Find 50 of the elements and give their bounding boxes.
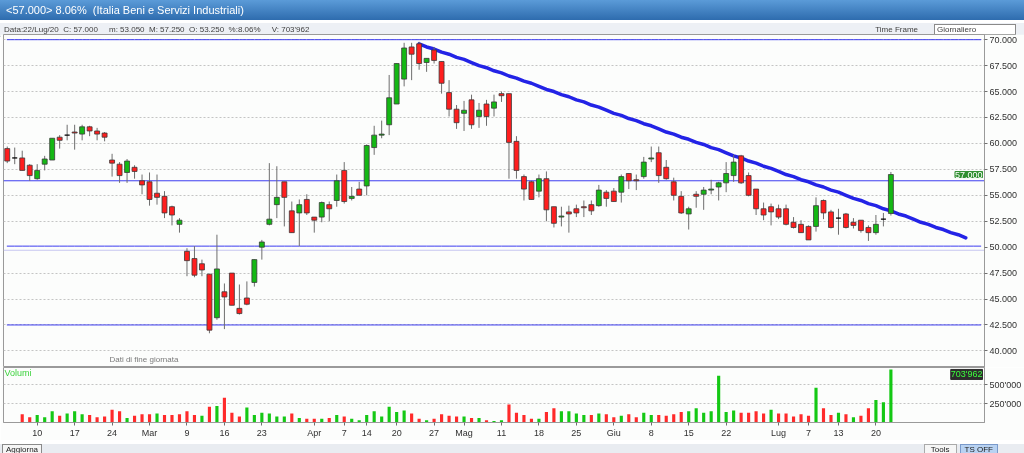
x-tick-label: 9 [184, 427, 190, 438]
chart-subtitle: Data:22/Lug/20 C: 57.000 m: 53.050 M: 57.250 O: 53.250 %:8.06% V: 703'962 [4, 24, 310, 36]
text: Tools [923, 444, 957, 453]
y-tick-label: 52.500 [989, 216, 1018, 227]
x-tick-label: 22 [721, 427, 732, 438]
y-tick-label: 65.000 [989, 86, 1018, 97]
x-tick-label: 7 [341, 427, 347, 438]
chart-title: <57.000> 8.06% (Italia Beni e Servizi Industriali) [0, 0, 1024, 20]
y-tick-label: 60.000 [989, 138, 1018, 149]
x-tick-label: 20 [391, 427, 402, 438]
x-tick-label: 23 [256, 427, 267, 438]
x-tick-label: 7 [806, 427, 812, 438]
annotation: 57.000 [954, 169, 983, 180]
y-tick-label: 50.000 [989, 242, 1018, 253]
x-tick-label: 10 [32, 427, 43, 438]
x-tick-label: 17 [69, 427, 80, 438]
y-tick-label: 40.000 [989, 345, 1018, 356]
x-tick-label: Giu [606, 427, 621, 438]
y-tick-label: 57.500 [989, 164, 1018, 175]
x-tick-label: 13 [833, 427, 844, 438]
chart-title: Volumi [4, 367, 32, 378]
x-tick-label: 18 [533, 427, 544, 438]
x-tick-label: 8 [648, 427, 654, 438]
text: Giornaliero [934, 24, 1016, 36]
y-tick-label: 42.500 [989, 319, 1018, 330]
x-tick-label: 25 [571, 427, 582, 438]
x-tick-label: 20 [870, 427, 881, 438]
x-tick-label: 15 [683, 427, 694, 438]
x-tick-label: Apr [307, 427, 322, 438]
x-tick-label: 16 [219, 427, 230, 438]
x-tick-label: 11 [496, 427, 507, 438]
y-tick-label: 500'000 [989, 379, 1022, 390]
text: Aggiorna [2, 444, 43, 453]
y-tick-label: 250'000 [989, 398, 1022, 409]
y-tick-label: 47.500 [989, 268, 1018, 279]
x-tick-label: Mar [141, 427, 158, 438]
x-tick-label: 14 [361, 427, 372, 438]
text: Time Frame [875, 24, 918, 36]
y-tick-label: 62.500 [989, 112, 1018, 123]
y-tick-label: 45.000 [989, 294, 1018, 305]
y-tick-label: 55.000 [989, 190, 1018, 201]
x-tick-label: 27 [429, 427, 440, 438]
x-tick-label: Mag [455, 427, 473, 438]
annotation: 703'962 [950, 369, 983, 380]
x-tick-label: Lug [771, 427, 787, 438]
annotation: Dati di fine giornata [109, 354, 179, 364]
x-tick-label: 24 [107, 427, 118, 438]
text: TS OFF [959, 444, 998, 453]
y-tick-label: 70.000 [989, 34, 1018, 45]
y-tick-label: 67.500 [989, 60, 1018, 71]
